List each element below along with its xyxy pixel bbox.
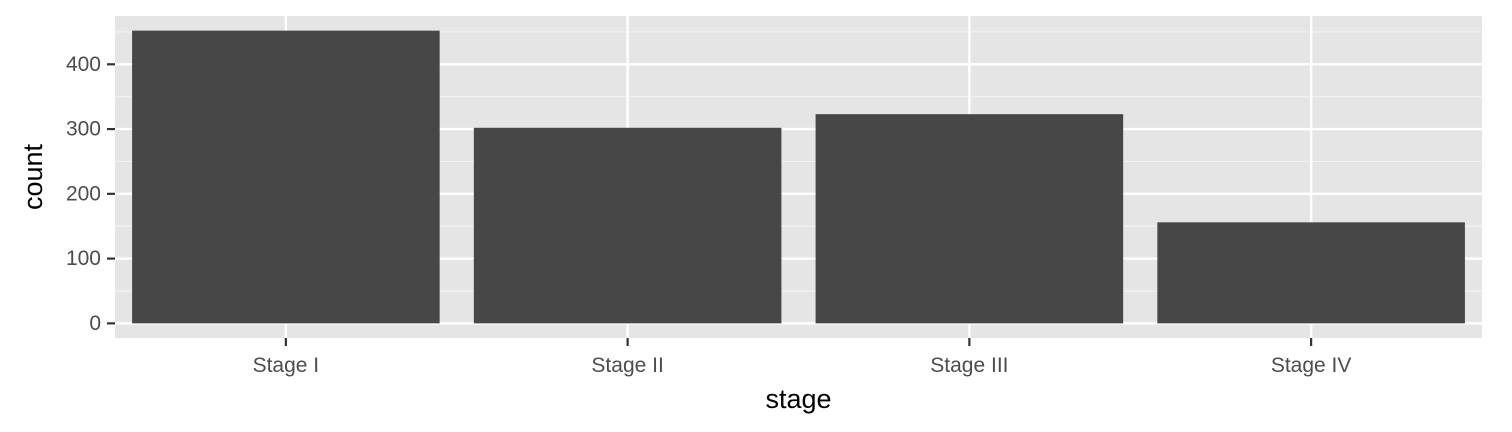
x-tick-label: Stage II [591, 354, 663, 377]
bar-stage-iv [1157, 222, 1465, 324]
y-tick-label: 100 [66, 247, 101, 270]
x-axis: Stage I Stage II Stage III Stage IV [253, 338, 1352, 377]
x-tick-label: Stage III [930, 354, 1008, 377]
x-axis-title: stage [765, 384, 831, 414]
y-axis-title: count [18, 143, 48, 210]
bar-stage-i [132, 30, 440, 324]
bars [132, 30, 1465, 324]
bar-stage-iii [815, 114, 1124, 324]
bar-stage-ii [473, 127, 782, 324]
y-tick-label: 200 [66, 182, 101, 205]
x-tick-label: Stage I [253, 354, 320, 377]
x-tick-label: Stage IV [1271, 354, 1352, 377]
y-tick-label: 400 [66, 53, 101, 76]
y-tick-label: 0 [89, 312, 101, 335]
y-axis: 0 100 200 300 400 [66, 53, 115, 335]
y-tick-label: 300 [66, 118, 101, 141]
